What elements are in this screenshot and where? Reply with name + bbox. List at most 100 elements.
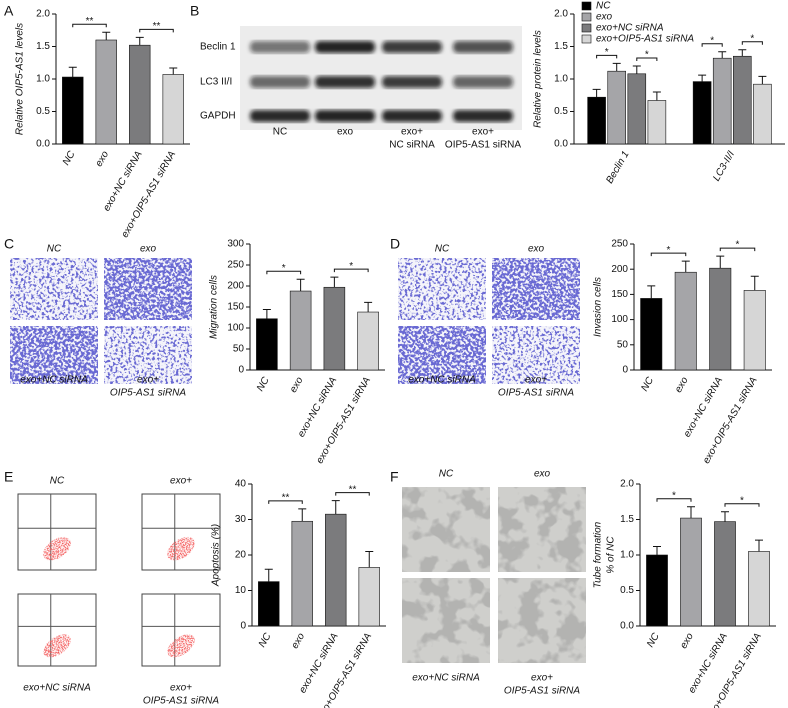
y-tick-label: 150 (611, 289, 628, 300)
error-bar (718, 51, 727, 59)
blot-lane-label: exo+ (401, 127, 423, 138)
significance-label: * (667, 245, 671, 256)
error-bar (738, 49, 747, 57)
error-bar (264, 568, 273, 582)
significance-label: * (710, 35, 714, 46)
flow-events (167, 634, 195, 658)
blot-row-label: Beclin 1 (200, 42, 236, 53)
flow-plot (141, 493, 221, 571)
legend-swatch (581, 12, 592, 22)
significance-bracket (335, 492, 370, 496)
y-tick-label: 1.0 (620, 550, 634, 561)
y-tick-label: 0.5 (554, 106, 568, 117)
error-bar (365, 550, 374, 568)
blot-band (250, 110, 310, 122)
image-label: exo (140, 244, 157, 255)
bar (323, 286, 346, 371)
bar (291, 520, 313, 627)
bar (748, 551, 770, 627)
legend-swatch (581, 34, 592, 44)
blot-band (315, 76, 375, 88)
micrograph (398, 326, 486, 384)
significance-label: ** (349, 484, 357, 495)
image-label: exo+NC siRNA (412, 673, 480, 684)
error-bar (135, 36, 144, 46)
blot-band (250, 41, 310, 53)
micrograph (104, 258, 192, 320)
significance-bracket (724, 503, 760, 507)
y-tick-label: 0 (240, 621, 246, 632)
bar (162, 74, 184, 145)
legend-swatch (581, 23, 592, 33)
y-tick-label: 150 (227, 302, 244, 313)
y-tick-label: 250 (611, 239, 628, 250)
blot-band (315, 41, 375, 53)
image-label: OIP5-AS1 siRNA (143, 696, 219, 707)
legend-swatch (581, 1, 592, 11)
y-tick-label: 30 (235, 514, 247, 525)
bar (627, 73, 647, 145)
legend-label: exo+NC siRNA (596, 23, 664, 34)
y-tick-label: 2.0 (36, 9, 50, 20)
y-tick-label: 1.5 (554, 41, 568, 52)
y-tick-label: 200 (611, 264, 628, 275)
error-bar (330, 276, 339, 288)
error-bar (68, 66, 77, 78)
y-tick-label: 0.0 (36, 139, 50, 150)
y-axis-label: % of NC (606, 536, 617, 574)
blot-lane-label: NC (273, 127, 287, 138)
x-tick-label: NC (645, 631, 662, 650)
error-bar (653, 545, 661, 555)
error-bar (364, 301, 373, 313)
panel-letter: A (4, 3, 14, 19)
y-tick-label: 2.0 (620, 479, 634, 490)
bar (714, 521, 736, 627)
bar (743, 290, 766, 371)
y-tick-label: 100 (227, 323, 244, 334)
significance-label: * (750, 33, 754, 44)
significance-label: ** (282, 492, 290, 503)
y-tick-label: 0.5 (620, 585, 634, 596)
legend-label: exo+OIP5-AS1 siRNA (596, 34, 694, 45)
y-tick-label: 10 (235, 585, 247, 596)
tube-image (402, 578, 490, 663)
x-tick-label: exo (290, 631, 308, 651)
image-label: exo+ (137, 375, 159, 386)
error-bar (296, 278, 305, 292)
flow-events (43, 634, 71, 658)
error-bar (647, 285, 656, 299)
micrograph (10, 326, 98, 384)
y-tick-label: 0 (238, 365, 244, 376)
bar (256, 318, 278, 371)
significance-bracket (701, 43, 723, 47)
y-tick-label: 0 (622, 365, 628, 376)
micrograph (492, 326, 580, 384)
bar (640, 298, 663, 371)
error-bar (687, 506, 695, 519)
image-label: exo+NC siRNA (20, 375, 88, 386)
image-label: NC (47, 244, 62, 255)
y-tick-label: 100 (611, 314, 628, 325)
blot-band (453, 110, 513, 122)
error-bar (750, 275, 759, 291)
significance-bracket (636, 57, 658, 61)
error-bar (331, 500, 340, 515)
y-tick-label: 50 (617, 339, 629, 350)
y-axis-label: Invasion cells (593, 277, 604, 337)
significance-bracket (741, 41, 763, 45)
blot-band (315, 110, 375, 122)
image-label: exo (534, 469, 551, 480)
bar (674, 271, 697, 371)
image-label: exo+NC siRNA (408, 375, 476, 386)
error-bar (681, 260, 690, 273)
significance-label: ** (86, 16, 94, 27)
significance-bracket (656, 498, 692, 502)
y-tick-label: 1.0 (554, 74, 568, 85)
panel-letter: C (4, 236, 14, 252)
bar (587, 96, 606, 145)
flow-events (43, 537, 71, 561)
error-bar (698, 74, 707, 82)
image-label: exo (528, 244, 545, 255)
error-bar (169, 67, 178, 75)
blot-band (382, 41, 442, 53)
